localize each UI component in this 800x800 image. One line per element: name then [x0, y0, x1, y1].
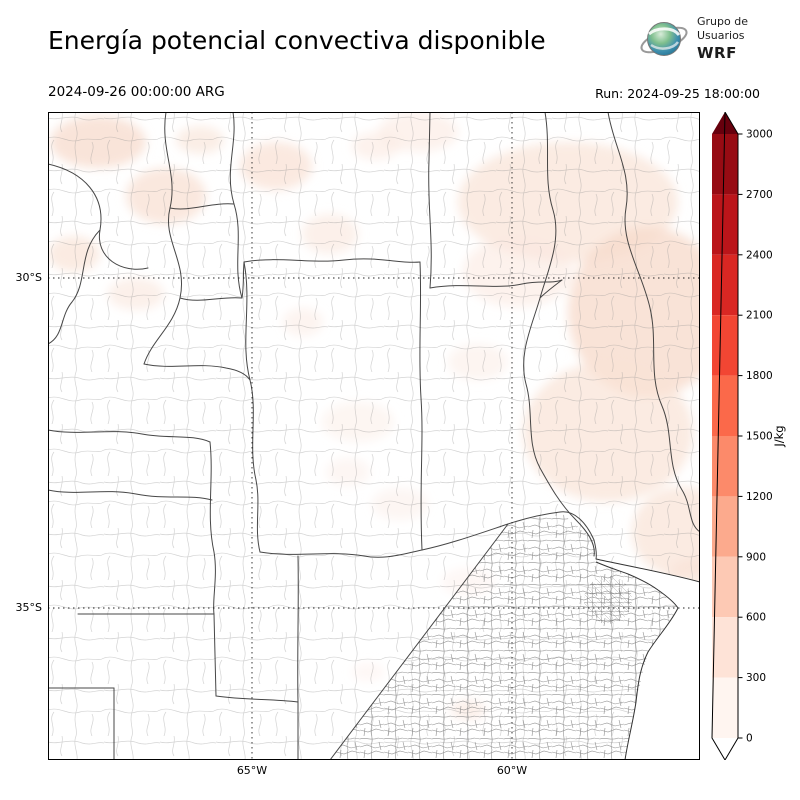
- globe-icon: [640, 22, 688, 56]
- colorbar-cell: [712, 375, 738, 436]
- colorbar-cell: [712, 134, 738, 195]
- run-time-label: Run: 2024-09-25 18:00:00: [595, 86, 760, 101]
- lon-label-65w: 65°W: [236, 764, 268, 777]
- colorbar-svg: 3000 2700 2400 2100 1800 1500 1200 900 6…: [711, 110, 786, 761]
- tick-label: 2100: [746, 310, 773, 322]
- logo-line-3: WRF: [697, 43, 737, 62]
- province-borders: [47, 111, 701, 761]
- colorbar-cell: [712, 436, 738, 497]
- page-title: Energía potencial convectiva disponible: [48, 26, 546, 55]
- tick-label: 1200: [746, 491, 773, 503]
- lon-label-60w: 60°W: [496, 764, 528, 777]
- logo-line-1: Grupo de: [697, 14, 748, 28]
- tick-label: 1800: [746, 370, 773, 382]
- colorbar: 3000 2700 2400 2100 1800 1500 1200 900 6…: [710, 110, 800, 764]
- colorbar-cell: [712, 194, 738, 255]
- tick-label: 900: [746, 551, 766, 563]
- colorbar-outline: [711, 110, 739, 761]
- tick-label: 2400: [746, 249, 773, 261]
- tick-label: 0: [746, 733, 753, 745]
- colorbar-arrow-bottom: [712, 738, 738, 760]
- tick-label: 600: [746, 612, 766, 624]
- colorbar-tick-marks: [738, 133, 743, 739]
- map-canvas: [47, 111, 732, 761]
- tick-label: 2700: [746, 189, 773, 201]
- tick-label: 300: [746, 672, 766, 684]
- department-mesh: [48, 112, 700, 760]
- lat-label-35s: 35°S: [15, 601, 42, 614]
- colorbar-cell: [712, 556, 738, 618]
- lat-label-30s: 30°S: [15, 271, 42, 284]
- colorbar-cell: [712, 677, 738, 738]
- colorbar-cell: [712, 315, 738, 376]
- wrf-logo: Grupo de Usuarios WRF: [638, 13, 748, 65]
- graticule-gridlines: [48, 112, 700, 760]
- colorbar-cell: [712, 617, 738, 678]
- logo-text: Grupo de Usuarios WRF: [697, 15, 748, 63]
- tick-label: 1500: [746, 431, 773, 443]
- tick-label: 3000: [746, 129, 773, 141]
- colorbar-cell: [712, 254, 738, 316]
- colorbar-unit-label: J/kg: [772, 425, 786, 447]
- valid-time-label: 2024-09-26 00:00:00 ARG: [48, 84, 225, 100]
- logo-line-2: Usuarios: [697, 29, 745, 43]
- cape-map: [47, 111, 732, 761]
- colorbar-tick-labels: 3000 2700 2400 2100 1800 1500 1200 900 6…: [746, 129, 773, 745]
- water-area: [596, 559, 700, 760]
- map-frame: [48, 112, 700, 760]
